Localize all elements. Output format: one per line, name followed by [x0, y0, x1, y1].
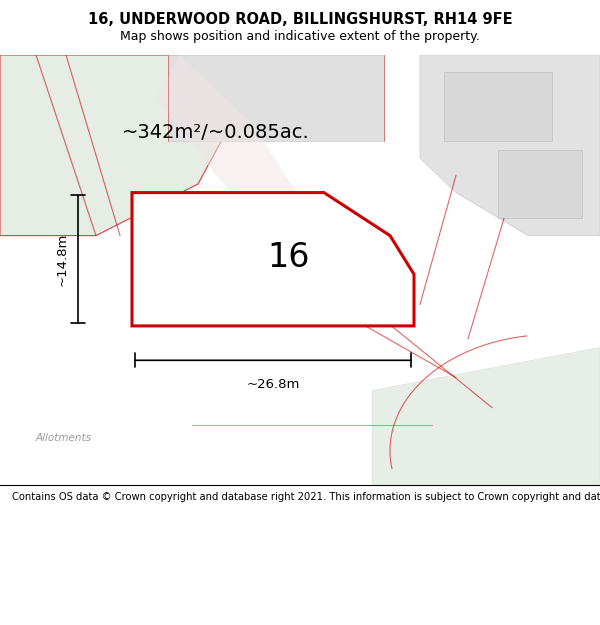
- Text: Map shows position and indicative extent of the property.: Map shows position and indicative extent…: [120, 30, 480, 43]
- Text: ~14.8m: ~14.8m: [56, 232, 69, 286]
- Text: ~342m²/~0.085ac.: ~342m²/~0.085ac.: [122, 123, 310, 142]
- Text: Allotments: Allotments: [36, 432, 92, 442]
- Polygon shape: [0, 55, 240, 236]
- Polygon shape: [168, 55, 384, 141]
- Polygon shape: [420, 55, 600, 236]
- Polygon shape: [444, 72, 552, 141]
- Polygon shape: [498, 149, 582, 218]
- Text: Contains OS data © Crown copyright and database right 2021. This information is : Contains OS data © Crown copyright and d…: [12, 492, 600, 502]
- Text: 16: 16: [268, 241, 310, 274]
- Polygon shape: [156, 55, 336, 261]
- Polygon shape: [372, 348, 600, 485]
- Text: ~26.8m: ~26.8m: [247, 378, 299, 391]
- Text: 16, UNDERWOOD ROAD, BILLINGSHURST, RH14 9FE: 16, UNDERWOOD ROAD, BILLINGSHURST, RH14 …: [88, 12, 512, 27]
- Polygon shape: [132, 192, 414, 326]
